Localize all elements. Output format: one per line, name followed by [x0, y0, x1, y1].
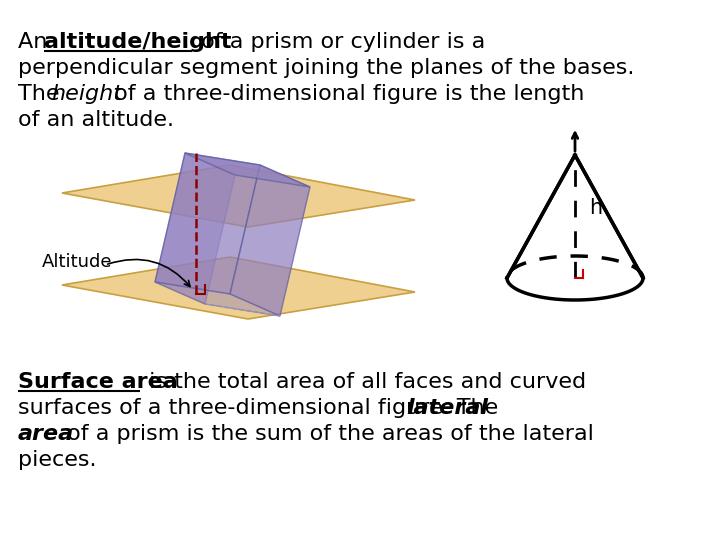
- Text: perpendicular segment joining the planes of the bases.: perpendicular segment joining the planes…: [18, 58, 634, 78]
- Polygon shape: [507, 256, 643, 300]
- Text: of a prism or cylinder is a: of a prism or cylinder is a: [194, 32, 485, 52]
- Text: pieces.: pieces.: [18, 450, 96, 470]
- Text: of a prism is the sum of the areas of the lateral: of a prism is the sum of the areas of th…: [60, 424, 594, 444]
- Polygon shape: [62, 257, 415, 319]
- Text: area: area: [18, 424, 74, 444]
- Text: Altitude: Altitude: [42, 253, 112, 271]
- Text: of a three-dimensional figure is the length: of a three-dimensional figure is the len…: [107, 84, 585, 104]
- Polygon shape: [155, 153, 235, 304]
- Polygon shape: [185, 153, 310, 187]
- Polygon shape: [230, 165, 310, 316]
- Text: altitude/height: altitude/height: [44, 32, 232, 52]
- Text: Surface area: Surface area: [18, 372, 178, 392]
- Text: lateral: lateral: [406, 398, 488, 418]
- Polygon shape: [155, 153, 260, 294]
- Text: An: An: [18, 32, 55, 52]
- Polygon shape: [507, 155, 643, 300]
- Text: is the total area of all faces and curved: is the total area of all faces and curve…: [142, 372, 586, 392]
- Text: h: h: [589, 199, 602, 219]
- Polygon shape: [507, 155, 643, 300]
- Polygon shape: [62, 165, 415, 227]
- Text: The: The: [18, 84, 67, 104]
- Text: height: height: [51, 84, 122, 104]
- Text: of an altitude.: of an altitude.: [18, 110, 174, 130]
- Polygon shape: [155, 282, 280, 316]
- Text: surfaces of a three-dimensional figure. The: surfaces of a three-dimensional figure. …: [18, 398, 505, 418]
